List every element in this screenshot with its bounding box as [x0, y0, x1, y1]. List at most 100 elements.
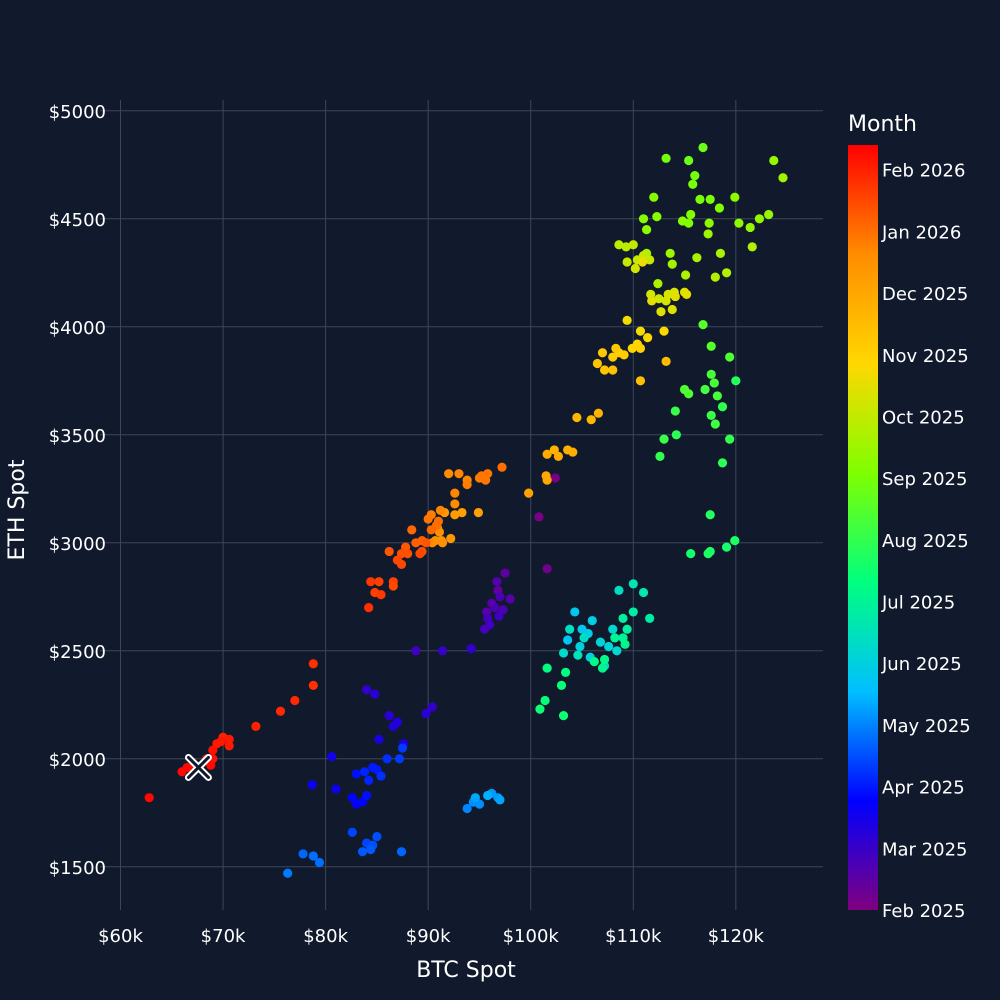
scatter-point[interactable]	[608, 624, 618, 634]
scatter-point[interactable]	[745, 222, 755, 233]
scatter-point[interactable]	[618, 613, 628, 624]
scatter-point[interactable]	[635, 376, 646, 386]
scatter-point[interactable]	[466, 644, 476, 654]
scatter-point[interactable]	[731, 376, 741, 386]
scatter-point[interactable]	[565, 624, 575, 634]
scatter-point[interactable]	[656, 307, 666, 317]
scatter-point[interactable]	[610, 633, 620, 643]
scatter-point[interactable]	[643, 333, 653, 343]
scatter-point[interactable]	[684, 155, 694, 166]
scatter-point[interactable]	[376, 590, 386, 600]
scatter-point[interactable]	[647, 296, 657, 306]
scatter-point[interactable]	[593, 408, 604, 418]
scatter-point[interactable]	[661, 153, 671, 163]
scatter-point[interactable]	[621, 242, 631, 252]
scatter-point[interactable]	[604, 641, 614, 652]
scatter-point[interactable]	[665, 248, 675, 258]
scatter-point[interactable]	[362, 790, 372, 801]
scatter-point[interactable]	[614, 585, 624, 595]
scatter-point[interactable]	[454, 469, 464, 479]
scatter-point[interactable]	[628, 579, 638, 589]
scatter-point[interactable]	[394, 754, 405, 764]
scatter-point[interactable]	[314, 857, 325, 868]
scatter-point[interactable]	[642, 225, 652, 235]
scatter-point[interactable]	[619, 350, 629, 360]
scatter-point[interactable]	[597, 663, 608, 673]
scatter-point[interactable]	[698, 142, 708, 153]
scatter-point[interactable]	[347, 793, 357, 803]
scatter-point[interactable]	[575, 641, 585, 652]
scatter-point[interactable]	[710, 272, 720, 282]
scatter-point[interactable]	[717, 458, 728, 468]
scatter-point[interactable]	[366, 577, 376, 587]
scatter-point[interactable]	[427, 702, 437, 712]
scatter-point[interactable]	[677, 216, 688, 226]
scatter-point[interactable]	[364, 603, 374, 613]
scatter-point[interactable]	[700, 384, 710, 395]
scatter-point[interactable]	[692, 253, 702, 263]
scatter-point[interactable]	[670, 291, 680, 302]
scatter-point[interactable]	[608, 352, 618, 362]
scatter-point[interactable]	[388, 721, 398, 732]
scatter-point[interactable]	[710, 419, 720, 429]
scatter-point[interactable]	[635, 343, 646, 353]
scatter-point[interactable]	[421, 708, 431, 719]
scatter-point[interactable]	[382, 754, 392, 764]
scatter-point[interactable]	[483, 790, 493, 801]
scatter-point[interactable]	[645, 613, 655, 624]
scatter-point[interactable]	[290, 695, 300, 706]
scatter-point[interactable]	[599, 654, 610, 665]
scatter-point[interactable]	[589, 657, 599, 667]
scatter-point[interactable]	[614, 240, 624, 250]
scatter-point[interactable]	[542, 564, 552, 574]
scatter-point[interactable]	[437, 538, 448, 548]
scatter-point[interactable]	[550, 473, 560, 483]
scatter-point[interactable]	[730, 536, 740, 546]
scatter-point[interactable]	[652, 212, 662, 222]
scatter-point[interactable]	[498, 605, 508, 615]
scatter-point[interactable]	[327, 752, 337, 762]
scatter-point[interactable]	[275, 706, 286, 716]
scatter-point[interactable]	[372, 831, 382, 842]
scatter-point[interactable]	[206, 760, 216, 770]
scatter-point[interactable]	[671, 430, 681, 440]
scatter-point[interactable]	[754, 214, 765, 224]
scatter-point[interactable]	[730, 192, 740, 202]
scatter-point[interactable]	[462, 479, 472, 490]
scatter-point[interactable]	[505, 594, 515, 604]
scatter-point[interactable]	[534, 512, 544, 522]
scatter-point[interactable]	[734, 218, 744, 228]
scatter-point[interactable]	[308, 680, 318, 690]
scatter-point[interactable]	[638, 214, 649, 224]
scatter-point[interactable]	[331, 784, 341, 794]
scatter-point[interactable]	[659, 434, 669, 444]
scatter-point[interactable]	[654, 294, 664, 304]
scatter-point[interactable]	[747, 242, 757, 252]
scatter-point[interactable]	[407, 525, 417, 535]
scatter-point[interactable]	[426, 525, 436, 535]
scatter-point[interactable]	[351, 769, 361, 779]
scatter-point[interactable]	[715, 248, 726, 258]
scatter-point[interactable]	[415, 549, 425, 559]
scatter-point[interactable]	[492, 577, 502, 587]
scatter-point[interactable]	[599, 365, 610, 375]
scatter-point[interactable]	[558, 711, 569, 721]
scatter-point[interactable]	[437, 646, 448, 656]
scatter-point[interactable]	[450, 510, 460, 520]
scatter-point[interactable]	[473, 507, 484, 518]
scatter-point[interactable]	[635, 326, 646, 336]
scatter-point[interactable]	[177, 767, 187, 777]
scatter-point[interactable]	[396, 847, 407, 857]
scatter-point[interactable]	[705, 546, 715, 557]
scatter-point[interactable]	[686, 209, 696, 220]
scatter-point[interactable]	[366, 844, 376, 855]
scatter-point[interactable]	[374, 734, 384, 744]
scatter-point[interactable]	[251, 721, 261, 732]
scatter-point[interactable]	[586, 415, 596, 425]
scatter-point[interactable]	[725, 434, 735, 444]
scatter-point[interactable]	[712, 391, 722, 401]
scatter-point[interactable]	[450, 488, 460, 498]
scatter-point[interactable]	[706, 341, 716, 351]
scatter-point[interactable]	[357, 847, 368, 857]
scatter-point[interactable]	[563, 635, 573, 645]
